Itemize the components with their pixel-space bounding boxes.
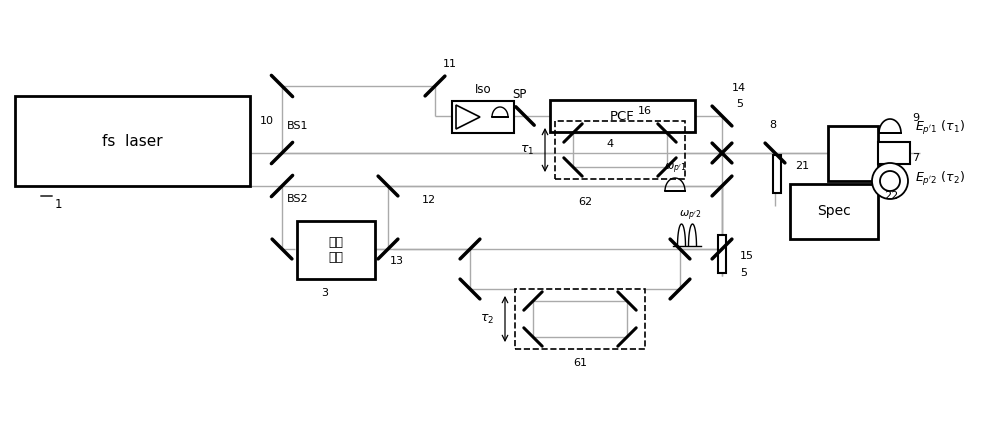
Bar [878, 142, 910, 164]
Text: 62: 62 [578, 197, 592, 207]
Text: 15: 15 [740, 251, 754, 261]
Bar [452, 101, 514, 133]
Text: 9: 9 [912, 113, 920, 123]
Text: BS1: BS1 [287, 121, 308, 131]
Text: 5: 5 [740, 268, 747, 278]
Text: 10: 10 [260, 116, 274, 126]
Text: 12: 12 [422, 195, 436, 205]
Text: 16: 16 [638, 106, 652, 116]
Text: Spec: Spec [817, 205, 851, 218]
Text: 7: 7 [912, 153, 920, 163]
Text: 22: 22 [884, 191, 898, 201]
Text: $\tau_1$: $\tau_1$ [520, 144, 534, 157]
Bar [828, 126, 878, 181]
Text: fs  laser: fs laser [102, 133, 162, 149]
Circle shape [872, 163, 908, 199]
Bar [15, 96, 250, 186]
Bar [718, 235, 726, 273]
Text: $\tau_2$: $\tau_2$ [480, 312, 494, 325]
Text: 倍频
晶体: 倍频 晶体 [329, 236, 344, 264]
Text: SP: SP [512, 88, 526, 101]
Text: 1: 1 [55, 197, 63, 210]
Bar [297, 221, 375, 279]
Text: BS2: BS2 [287, 194, 309, 204]
Text: Iso: Iso [475, 83, 491, 96]
Circle shape [880, 171, 900, 191]
Bar [550, 100, 695, 132]
Polygon shape [456, 105, 480, 129]
Bar [790, 184, 878, 239]
Text: 8: 8 [769, 120, 777, 130]
Bar [773, 155, 781, 193]
Text: $\omega_{p^{\prime}2}$: $\omega_{p^{\prime}2}$ [679, 209, 701, 223]
Text: 13: 13 [390, 256, 404, 266]
Bar [515, 289, 645, 349]
Text: 5: 5 [736, 99, 743, 109]
Text: 3: 3 [322, 288, 329, 298]
Text: $E_{p^{\prime}2}\ (\tau_2)$: $E_{p^{\prime}2}\ (\tau_2)$ [915, 170, 965, 188]
Text: $E_{p^{\prime}1}\ (\tau_1)$: $E_{p^{\prime}1}\ (\tau_1)$ [915, 119, 965, 137]
Text: PCF: PCF [610, 109, 635, 123]
Text: 61: 61 [573, 358, 587, 368]
Bar [555, 121, 685, 179]
Text: $\omega_{p^{\prime}1}$: $\omega_{p^{\prime}1}$ [664, 162, 686, 176]
Text: 14: 14 [732, 83, 746, 93]
Text: 21: 21 [795, 161, 809, 171]
Text: 4: 4 [606, 139, 614, 149]
Text: 11: 11 [443, 59, 457, 69]
